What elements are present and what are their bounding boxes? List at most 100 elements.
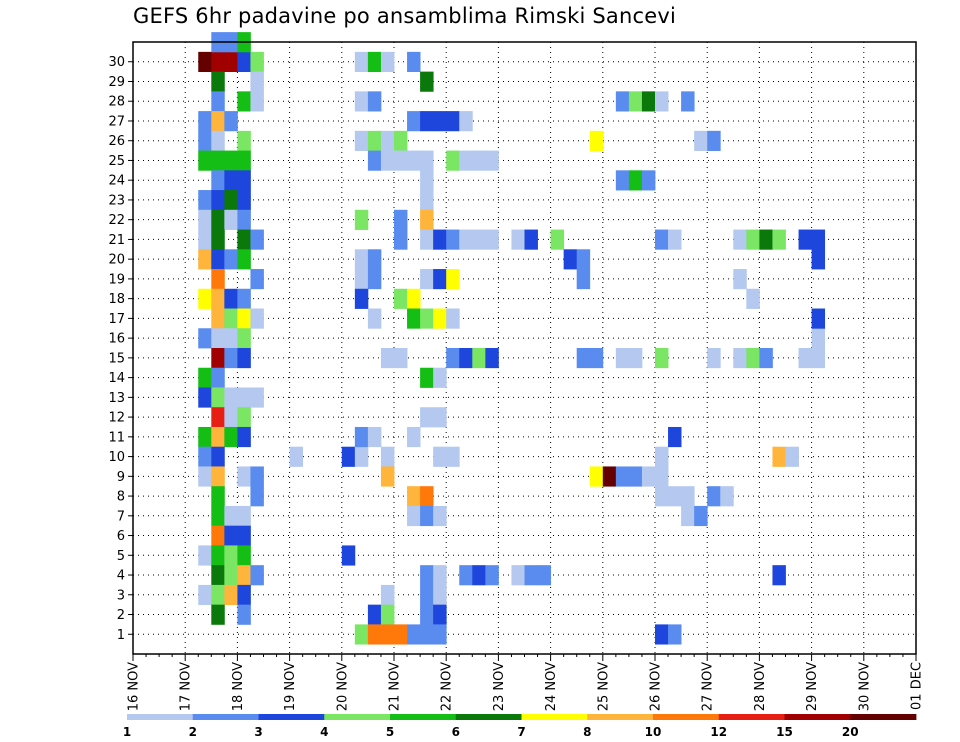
data-cell [641,91,656,112]
data-cell [354,269,369,290]
data-cell [668,624,682,645]
legend-swatch [850,714,917,720]
data-cell [655,486,669,507]
data-cell [563,249,578,270]
data-cell [420,71,434,92]
data-cell [420,190,434,211]
data-cell [211,486,225,507]
data-cell [198,426,212,448]
data-cell [759,348,773,369]
data-cell [224,545,238,566]
data-cell [576,269,591,290]
data-cell [237,91,251,112]
data-cell [367,426,382,448]
data-cell [237,604,251,625]
data-cell [655,348,669,369]
data-cell [198,229,212,250]
data-cell [224,150,238,171]
data-cell [380,624,395,645]
legend-swatch [324,714,391,720]
data-cell [250,51,264,73]
data-cell [407,624,421,645]
data-cell [198,367,212,388]
x-tick-label: 29 NOV [805,662,820,711]
data-cell [250,466,264,487]
data-cell [224,328,238,349]
data-cell [394,624,408,645]
data-cell [446,269,460,290]
data-cell [354,91,369,112]
data-cell [459,348,473,369]
data-cell [237,426,251,448]
y-tick-label: 11 [108,430,125,445]
data-cell [224,209,238,230]
data-cell [224,111,238,132]
data-cell [420,505,434,527]
data-cell [420,308,434,329]
data-cell [211,308,225,329]
data-cell [211,407,225,428]
data-cell [211,71,225,92]
legend-label: 15 [776,725,793,739]
data-cell [211,111,225,132]
data-cell [367,624,382,645]
data-cell [198,190,212,211]
y-tick-label: 25 [108,154,125,169]
data-cell [354,51,369,73]
data-cell [694,130,708,151]
legend-label: 2 [189,725,197,739]
y-tick-label: 30 [108,55,125,70]
y-tick-label: 22 [108,213,125,228]
data-cell [628,466,643,487]
data-cell [224,190,238,211]
data-cell [211,505,225,527]
data-cell [198,209,212,230]
data-cell [589,348,604,369]
data-cell [367,604,382,625]
data-cell [628,348,643,369]
data-cell [420,269,434,290]
data-cell [707,130,721,151]
data-cell [224,426,238,448]
data-cell [746,229,760,250]
data-cell [420,604,434,625]
data-cell [198,111,212,132]
data-cell [459,150,473,171]
data-cell [459,111,473,132]
data-cell [367,130,382,151]
data-cell [589,130,604,151]
data-cell [367,308,382,329]
legend-swatch [784,714,851,720]
data-cell [250,308,264,329]
data-cell [211,584,225,606]
data-cell [237,407,251,428]
data-cell [433,229,447,250]
data-cell [407,51,421,73]
data-cell [224,387,238,408]
data-cell [472,150,486,171]
data-cell [198,328,212,349]
data-cell [550,229,565,250]
legend-label: 5 [386,725,394,739]
data-cell [367,51,382,73]
data-cell [407,505,421,527]
data-cell [198,387,212,408]
legend-label: 10 [645,725,662,739]
data-cell [407,308,421,329]
data-cell [707,486,721,507]
data-cell [459,229,473,250]
data-cell [354,624,369,645]
data-cell [198,150,212,171]
data-cell [211,51,225,73]
data-cell [485,565,499,586]
data-cell [772,229,786,250]
legend-swatch [718,714,785,720]
x-tick-label: 28 NOV [753,662,768,711]
data-cell [811,308,826,329]
chart-title: GEFS 6hr padavine po ansamblima Rimski S… [133,4,677,28]
data-cell [602,466,617,487]
data-cell [420,624,434,645]
data-cell [224,170,238,191]
data-cell [237,348,251,369]
data-cell [250,71,264,92]
